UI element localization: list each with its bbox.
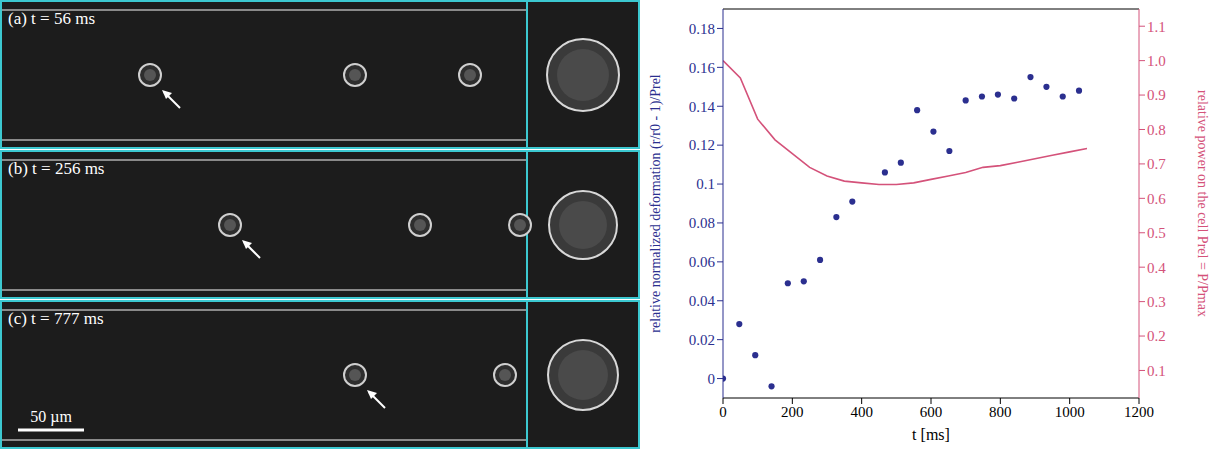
svg-text:0.2: 0.2 xyxy=(1147,328,1166,344)
svg-text:0.4: 0.4 xyxy=(1147,260,1166,276)
svg-text:50 µm: 50 µm xyxy=(30,408,72,426)
svg-text:0: 0 xyxy=(719,404,727,420)
svg-text:0.14: 0.14 xyxy=(689,99,716,115)
svg-text:0.5: 0.5 xyxy=(1147,225,1166,241)
svg-text:0.1: 0.1 xyxy=(696,176,715,192)
svg-text:400: 400 xyxy=(850,404,873,420)
svg-text:0.3: 0.3 xyxy=(1147,294,1166,310)
svg-text:(a) t = 56 ms: (a) t = 56 ms xyxy=(8,9,95,28)
svg-text:0.16: 0.16 xyxy=(689,60,716,76)
svg-text:0: 0 xyxy=(708,371,716,387)
svg-text:0.8: 0.8 xyxy=(1147,122,1166,138)
svg-text:0.18: 0.18 xyxy=(689,21,715,37)
svg-text:600: 600 xyxy=(920,404,943,420)
svg-text:800: 800 xyxy=(989,404,1012,420)
svg-text:0.04: 0.04 xyxy=(689,293,716,309)
svg-text:0.06: 0.06 xyxy=(689,254,716,270)
svg-text:t [ms]: t [ms] xyxy=(912,426,950,443)
svg-text:1.0: 1.0 xyxy=(1147,53,1166,69)
svg-text:1000: 1000 xyxy=(1055,404,1085,420)
svg-text:200: 200 xyxy=(781,404,804,420)
svg-text:0.7: 0.7 xyxy=(1147,156,1166,172)
svg-text:0.08: 0.08 xyxy=(689,215,715,231)
svg-text:0.1: 0.1 xyxy=(1147,363,1166,379)
svg-text:(c) t = 777 ms: (c) t = 777 ms xyxy=(8,309,104,328)
svg-text:0.6: 0.6 xyxy=(1147,191,1166,207)
svg-text:relative power on the cell Pre: relative power on the cell Prel = P/Pmax xyxy=(1195,90,1210,317)
svg-text:relative normalized deformatio: relative normalized deformation (r/r0 - … xyxy=(648,74,664,333)
svg-text:1.1: 1.1 xyxy=(1147,19,1166,35)
svg-text:0.02: 0.02 xyxy=(689,332,715,348)
svg-text:0.12: 0.12 xyxy=(689,137,715,153)
svg-text:1200: 1200 xyxy=(1124,404,1154,420)
svg-text:0.9: 0.9 xyxy=(1147,87,1166,103)
svg-text:(b) t = 256 ms: (b) t = 256 ms xyxy=(8,159,104,178)
